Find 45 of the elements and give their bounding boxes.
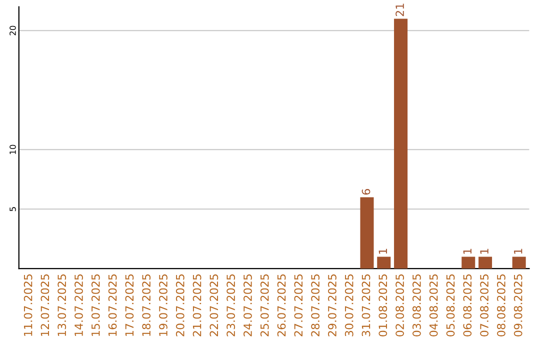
x-tick-label: 13.07.2025 <box>58 274 66 336</box>
x-tick-label: 17.07.2025 <box>125 274 134 336</box>
x-tick-label: 25.07.2025 <box>260 274 269 336</box>
x-tick-label: 12.07.2025 <box>40 274 50 336</box>
bar <box>478 256 492 269</box>
y-tick-label: 20 <box>10 26 16 36</box>
x-tick-label: 15.07.2025 <box>91 274 100 336</box>
x-tick-label: 11.07.2025 <box>24 274 32 336</box>
data-label: 1 <box>514 248 522 254</box>
data-label: 1 <box>378 248 387 254</box>
x-tick-label: 29.07.2025 <box>328 274 336 336</box>
x-tick-label: 26.07.2025 <box>277 274 286 336</box>
x-tick-label: 02.08.2025 <box>396 274 404 336</box>
bar <box>462 256 476 269</box>
x-tick-label: 28.07.2025 <box>311 274 320 336</box>
x-tick-label: 18.07.2025 <box>142 274 151 336</box>
x-tick-label: 24.07.2025 <box>244 274 252 336</box>
x-tick-label: 22.07.2025 <box>210 274 218 336</box>
y-tick-label: 10 <box>10 144 16 154</box>
x-tick-label: 20.07.2025 <box>176 274 184 336</box>
x-tick-label: 14.07.2025 <box>74 274 83 336</box>
x-tick-label: 06.08.2025 <box>463 274 472 336</box>
x-tick-label: 05.08.2025 <box>446 274 455 336</box>
bar <box>377 256 391 269</box>
data-label: 6 <box>362 189 370 195</box>
y-tick-label: 5 <box>10 207 16 212</box>
x-tick-label: 01.08.2025 <box>378 274 388 336</box>
x-tick-label: 27.07.2025 <box>294 274 303 336</box>
bar <box>360 197 374 269</box>
x-tick-label: 30.07.2025 <box>344 274 354 336</box>
x-tick-label: 03.08.2025 <box>412 274 421 336</box>
x-tick-label: 31.07.2025 <box>362 274 370 336</box>
x-tick-label: 19.07.2025 <box>159 274 168 336</box>
data-label: 21 <box>396 4 404 16</box>
x-tick-label: 08.08.2025 <box>496 274 506 336</box>
data-label: 1 <box>480 248 488 254</box>
bar <box>512 256 526 269</box>
bar <box>394 18 408 269</box>
x-tick-label: 21.07.2025 <box>192 274 202 336</box>
x-tick-label: 04.08.2025 <box>429 274 438 336</box>
x-tick-label: 23.07.2025 <box>226 274 236 336</box>
data-label: 1 <box>463 248 472 254</box>
x-tick-label: 07.08.2025 <box>480 274 488 336</box>
x-tick-label: 09.08.2025 <box>514 274 522 336</box>
x-tick-label: 16.07.2025 <box>108 274 117 336</box>
